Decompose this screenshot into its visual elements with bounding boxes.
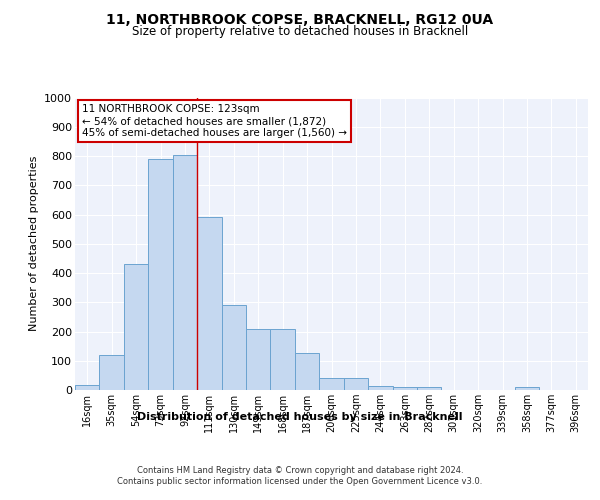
Bar xyxy=(100,355,124,390)
Bar xyxy=(75,384,100,390)
Bar xyxy=(344,378,368,390)
Bar xyxy=(417,387,442,390)
Bar xyxy=(295,354,319,390)
Text: Distribution of detached houses by size in Bracknell: Distribution of detached houses by size … xyxy=(137,412,463,422)
Text: Contains public sector information licensed under the Open Government Licence v3: Contains public sector information licen… xyxy=(118,478,482,486)
Bar xyxy=(173,154,197,390)
Bar xyxy=(392,387,417,390)
Bar xyxy=(124,264,148,390)
Bar xyxy=(271,328,295,390)
Bar xyxy=(319,378,344,390)
Y-axis label: Number of detached properties: Number of detached properties xyxy=(29,156,38,332)
Bar xyxy=(368,386,392,390)
Bar xyxy=(515,387,539,390)
Text: 11 NORTHBROOK COPSE: 123sqm
← 54% of detached houses are smaller (1,872)
45% of : 11 NORTHBROOK COPSE: 123sqm ← 54% of det… xyxy=(82,104,347,138)
Bar xyxy=(221,305,246,390)
Bar xyxy=(246,328,271,390)
Text: 11, NORTHBROOK COPSE, BRACKNELL, RG12 0UA: 11, NORTHBROOK COPSE, BRACKNELL, RG12 0U… xyxy=(106,12,494,26)
Bar xyxy=(197,218,221,390)
Text: Size of property relative to detached houses in Bracknell: Size of property relative to detached ho… xyxy=(132,25,468,38)
Bar xyxy=(148,159,173,390)
Text: Contains HM Land Registry data © Crown copyright and database right 2024.: Contains HM Land Registry data © Crown c… xyxy=(137,466,463,475)
